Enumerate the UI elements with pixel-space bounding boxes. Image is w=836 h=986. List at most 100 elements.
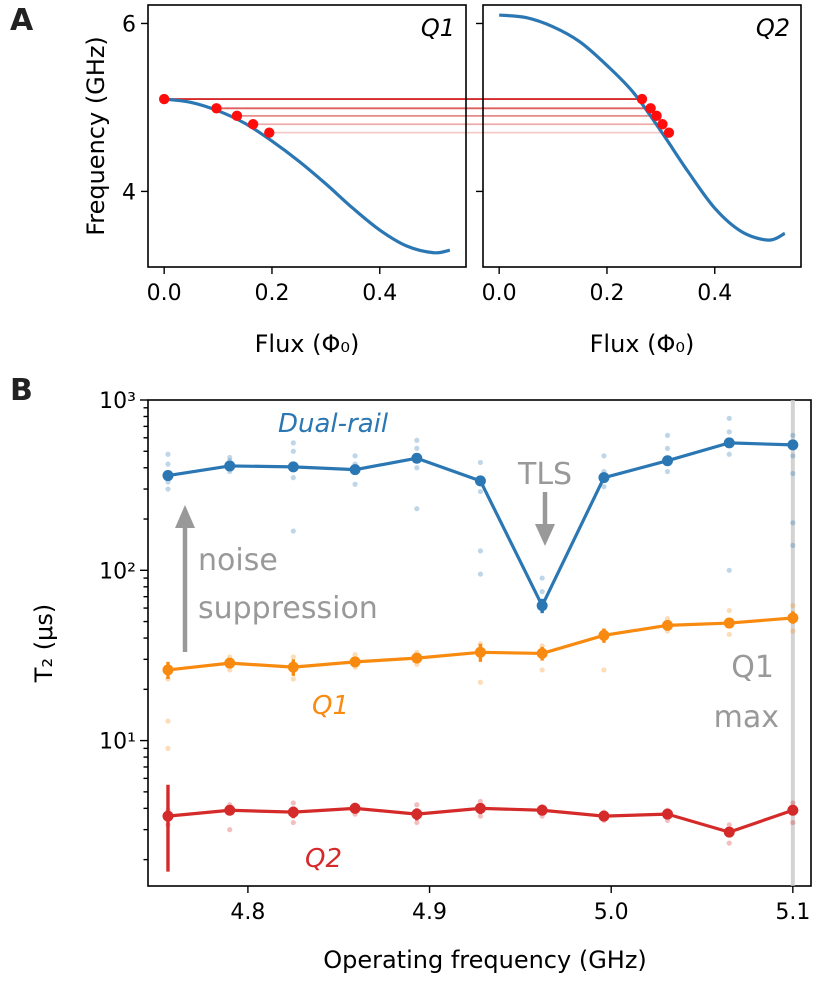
t2-x-tick-label: 4.9 xyxy=(412,900,447,925)
raw-measurement-point xyxy=(352,651,358,658)
raw-measurement-point xyxy=(539,575,545,581)
dual-rail-point xyxy=(349,464,361,476)
raw-measurement-point xyxy=(664,616,671,622)
raw-measurement-point xyxy=(726,822,732,828)
q1-marker xyxy=(231,110,243,122)
q1-x-tick-label: 0.0 xyxy=(147,281,182,306)
dual-rail-series-line xyxy=(167,441,793,608)
t2-x-tick-label: 4.8 xyxy=(230,900,265,925)
raw-measurement-point xyxy=(726,840,732,846)
dual-rail-point xyxy=(536,600,548,612)
q2-marker xyxy=(657,119,668,130)
q1-y-ticks: 46 xyxy=(122,12,148,205)
q1-point xyxy=(224,657,236,669)
q2-x-tick-label: 0.4 xyxy=(697,281,732,306)
q2-point xyxy=(162,810,174,822)
q2-x-tick-label: 0.0 xyxy=(482,281,517,306)
raw-measurement-point xyxy=(790,432,796,438)
raw-measurement-point xyxy=(477,813,484,819)
raw-measurement-point xyxy=(352,481,358,487)
raw-measurement-point xyxy=(726,451,732,457)
q2-point xyxy=(411,808,423,820)
t2-y-ticks: 10¹ 10² 10³ xyxy=(99,389,148,861)
q2-marker xyxy=(663,127,675,138)
raw-measurement-point xyxy=(227,454,233,461)
dual-rail-point xyxy=(474,475,486,487)
q2-point xyxy=(349,802,361,814)
raw-measurement-point xyxy=(726,631,732,638)
raw-measurement-point xyxy=(790,520,796,526)
panel-a-q1-chart: Q1 0.0 0.2 0.4 46 Flux (Φ₀) Frequency (GHz… xyxy=(82,4,467,358)
q1-x-ticks: 0.0 0.2 0.4 xyxy=(147,267,397,306)
tls-label: TLS xyxy=(517,457,572,492)
q2-point xyxy=(662,808,674,820)
dual-rail-point xyxy=(287,461,299,473)
q1-y-axis-label: Frequency (GHz) xyxy=(82,36,110,236)
raw-measurement-point xyxy=(165,486,171,492)
raw-measurement-point xyxy=(477,488,484,495)
raw-measurement-point xyxy=(414,465,420,471)
q2-y-ticks xyxy=(476,22,483,193)
raw-measurement-point xyxy=(790,453,796,459)
raw-measurement-point xyxy=(414,506,420,512)
q2-x-tick-label: 0.2 xyxy=(589,281,624,306)
q2-x-axis-label: Flux (Φ₀) xyxy=(590,330,695,358)
t2-y-tick-label: 10³ xyxy=(99,389,136,414)
q1-x-tick-label: 0.2 xyxy=(254,281,289,306)
q1-max-label-line1: Q1 xyxy=(731,650,774,685)
panel-label-a: A xyxy=(10,3,34,38)
raw-measurement-point xyxy=(601,484,607,490)
q1-point xyxy=(598,629,610,641)
t2-y-tick-label: 10² xyxy=(99,559,136,584)
q2-series-label: Q2 xyxy=(305,844,342,874)
q1-axes-frame xyxy=(147,4,467,268)
q1-point xyxy=(287,661,299,673)
raw-measurement-point xyxy=(726,429,732,435)
q1-point xyxy=(349,656,361,668)
q2-point xyxy=(536,804,548,816)
dual-rail-point xyxy=(662,455,674,467)
raw-measurement-point xyxy=(790,628,796,634)
q1-x-tick-label: 0.4 xyxy=(362,281,397,306)
dual-rail-point xyxy=(787,439,799,451)
q1-point xyxy=(162,664,174,676)
q1-plot-area xyxy=(158,93,451,255)
raw-measurement-point xyxy=(165,718,171,724)
t2-x-tick-label: 5.1 xyxy=(775,900,810,925)
dual-rail-series-label: Dual-rail xyxy=(278,409,389,439)
raw-measurement-point xyxy=(790,800,796,806)
q1-point xyxy=(411,652,423,664)
q1-max-label-line2: max xyxy=(714,700,779,735)
q1-marker xyxy=(264,127,275,138)
raw-measurement-point xyxy=(227,827,233,833)
t2-x-ticks: 4.8 4.9 5.0 5.1 xyxy=(230,886,810,925)
raw-measurement-point xyxy=(664,445,671,451)
dual-rail-point xyxy=(411,452,423,464)
q1-series-label: Q1 xyxy=(312,691,349,721)
noise-label: noise xyxy=(198,543,278,578)
q2-point xyxy=(787,804,799,816)
raw-measurement-point xyxy=(414,445,420,451)
noise-suppression-arrow xyxy=(175,505,195,652)
dual-rail-point xyxy=(723,437,735,449)
q2-x-ticks: 0.0 0.2 0.4 xyxy=(482,267,732,306)
t2-x-tick-label: 5.0 xyxy=(594,900,629,925)
raw-measurement-point xyxy=(290,800,296,806)
raw-measurement-point xyxy=(790,819,796,826)
raw-measurement-point xyxy=(290,448,296,454)
q2-tuning-curve xyxy=(499,13,786,242)
t2-y-axis-label: T₂ (μs) xyxy=(30,604,58,683)
raw-measurement-point xyxy=(477,571,484,577)
raw-measurement-point xyxy=(165,461,171,467)
raw-measurement-point xyxy=(290,440,296,446)
raw-measurement-point xyxy=(726,607,732,614)
dual-rail-point xyxy=(598,472,610,484)
raw-measurement-point xyxy=(290,676,296,682)
raw-measurement-point xyxy=(664,468,671,475)
raw-measurement-point xyxy=(601,667,607,673)
raw-measurement-point xyxy=(290,528,296,534)
raw-measurement-point xyxy=(790,542,796,549)
q1-point xyxy=(474,646,486,658)
q2-point xyxy=(224,804,236,816)
raw-measurement-point xyxy=(290,819,296,826)
